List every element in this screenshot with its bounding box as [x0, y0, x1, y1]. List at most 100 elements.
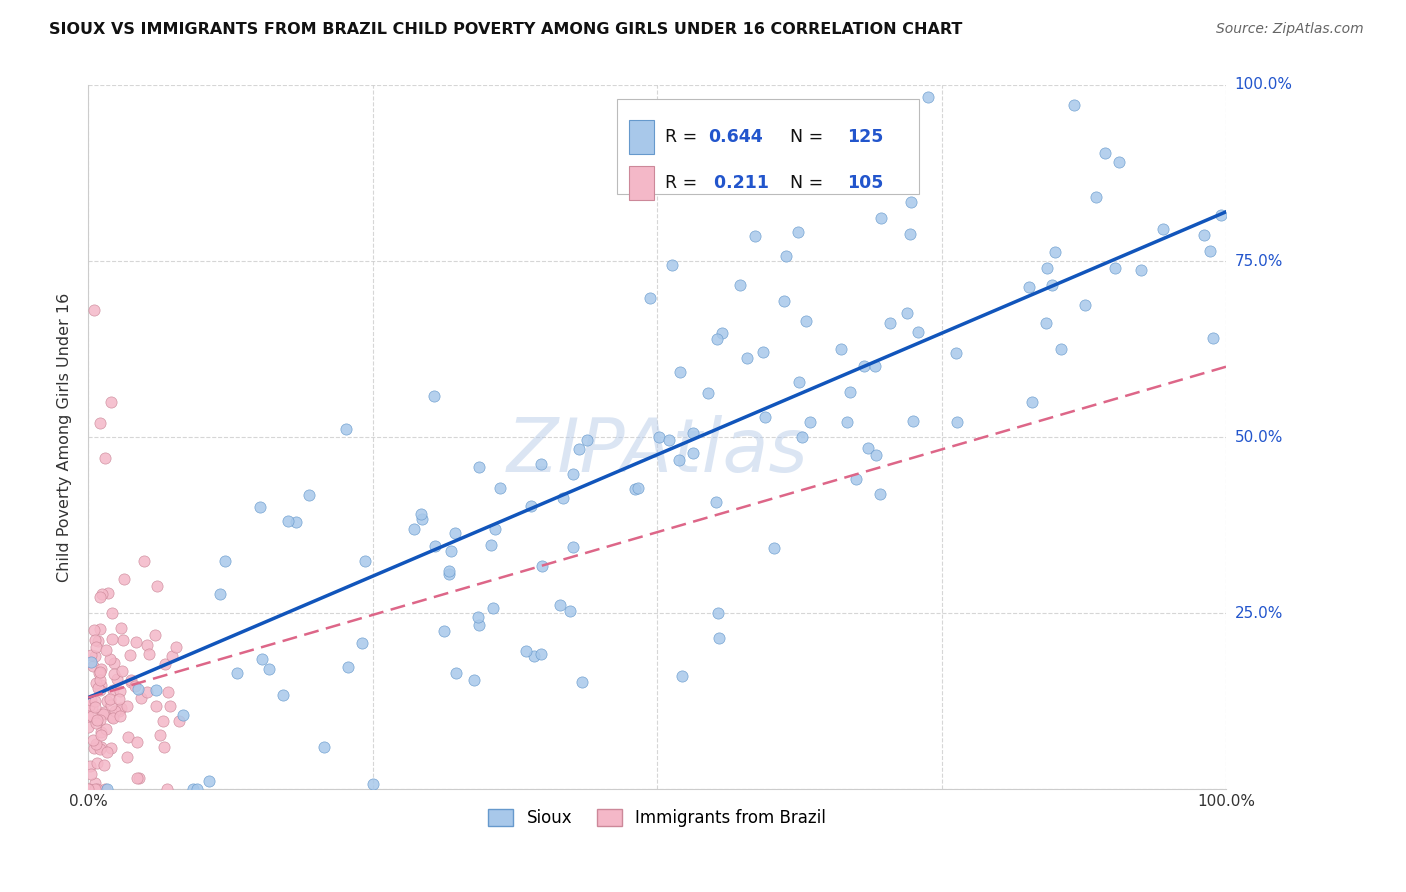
Point	[111, 665, 134, 679]
Text: ZIPAtlas: ZIPAtlas	[506, 415, 808, 487]
Point	[856, 441, 879, 455]
Point	[437, 564, 460, 578]
Point	[103, 683, 125, 698]
Point	[443, 525, 465, 540]
Point	[77, 698, 100, 713]
Point	[354, 554, 377, 568]
Point	[114, 572, 136, 586]
Point	[83, 303, 105, 318]
Point	[83, 740, 105, 755]
Point	[523, 649, 546, 664]
Point	[93, 758, 115, 772]
Point	[80, 700, 103, 714]
Point	[104, 704, 127, 718]
Point	[879, 316, 901, 330]
Point	[91, 707, 114, 722]
Point	[89, 623, 111, 637]
Text: R =: R =	[665, 174, 703, 192]
Point	[271, 688, 294, 702]
Legend: Sioux, Immigrants from Brazil: Sioux, Immigrants from Brazil	[481, 802, 832, 834]
Point	[186, 782, 208, 797]
Point	[80, 648, 103, 662]
Point	[467, 609, 489, 624]
Point	[754, 410, 776, 425]
Point	[1209, 208, 1232, 222]
Text: 105: 105	[848, 174, 883, 192]
Point	[226, 666, 249, 681]
Point	[1152, 222, 1174, 236]
Point	[84, 676, 107, 690]
Point	[1043, 244, 1066, 259]
Text: N =: N =	[779, 174, 828, 192]
Point	[96, 782, 118, 797]
Point	[89, 742, 111, 756]
Point	[100, 691, 122, 706]
Point	[548, 598, 571, 612]
Point	[845, 472, 868, 486]
Point	[1084, 189, 1107, 203]
Point	[869, 487, 891, 501]
Point	[214, 554, 236, 568]
Point	[83, 782, 105, 797]
Point	[772, 294, 794, 309]
Point	[77, 720, 100, 734]
Point	[101, 632, 124, 646]
Point	[89, 416, 111, 430]
Point	[865, 448, 887, 462]
Point	[156, 782, 179, 797]
Point	[669, 365, 692, 379]
Point	[728, 278, 751, 293]
Text: 125: 125	[848, 128, 883, 146]
Point	[257, 662, 280, 676]
Point	[1108, 154, 1130, 169]
Text: 0.644: 0.644	[709, 128, 763, 146]
Point	[668, 453, 690, 467]
Point	[571, 674, 593, 689]
Point	[89, 591, 111, 605]
Point	[638, 291, 661, 305]
Point	[1036, 260, 1059, 275]
Point	[77, 782, 100, 797]
Point	[775, 249, 797, 263]
Point	[624, 482, 647, 496]
Point	[94, 722, 117, 736]
Point	[352, 636, 374, 650]
Point	[1018, 279, 1040, 293]
Point	[169, 714, 191, 728]
Point	[945, 346, 967, 360]
FancyBboxPatch shape	[628, 166, 654, 200]
Point	[84, 776, 107, 790]
Text: R =: R =	[665, 128, 703, 146]
Point	[489, 481, 512, 495]
Point	[208, 586, 231, 600]
Point	[110, 684, 132, 698]
Text: N =: N =	[779, 128, 828, 146]
Point	[1021, 395, 1043, 409]
Point	[576, 433, 599, 447]
Point	[838, 384, 860, 399]
Point	[249, 500, 271, 515]
Point	[84, 700, 107, 714]
Point	[423, 539, 446, 553]
Point	[94, 451, 117, 466]
Point	[661, 258, 683, 272]
Point	[790, 430, 813, 444]
Point	[1073, 298, 1095, 312]
Point	[787, 225, 810, 239]
Point	[77, 782, 100, 797]
Point	[131, 690, 153, 705]
Point	[439, 566, 461, 581]
Point	[901, 414, 924, 428]
Point	[91, 587, 114, 601]
Point	[704, 495, 727, 509]
Point	[284, 515, 307, 529]
Point	[152, 740, 174, 755]
Point	[82, 732, 104, 747]
Point	[128, 771, 150, 785]
Text: 100.0%: 100.0%	[1234, 78, 1292, 93]
Point	[181, 782, 204, 797]
Point	[744, 229, 766, 244]
Point	[467, 617, 489, 632]
Point	[335, 422, 357, 436]
Point	[87, 634, 110, 648]
